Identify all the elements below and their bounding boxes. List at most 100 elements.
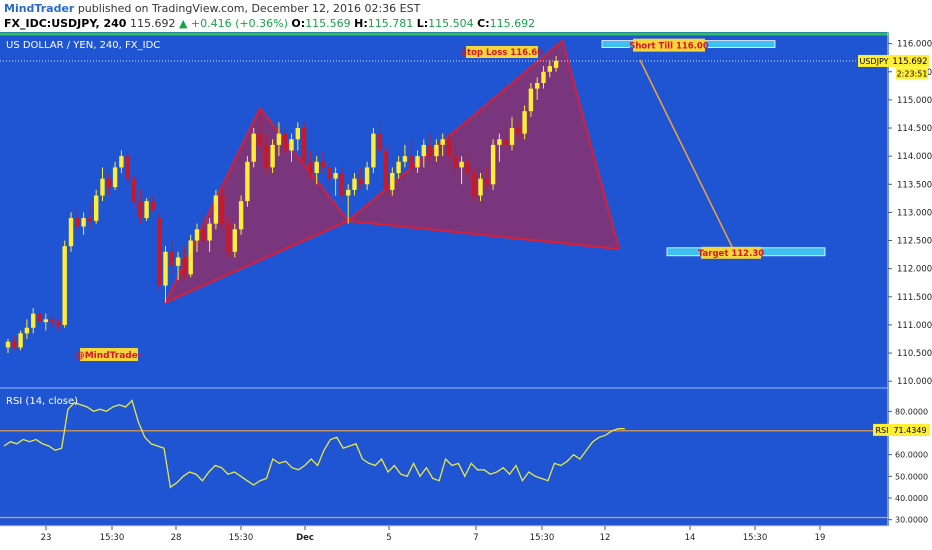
candle [138, 189, 143, 224]
candle-body [12, 341, 17, 348]
candle [37, 310, 42, 328]
candle-body [415, 156, 420, 168]
close-value: 115.692 [489, 17, 536, 30]
candle-body [49, 319, 55, 323]
candle-body [364, 167, 370, 185]
candle-body [100, 178, 105, 196]
candle [201, 212, 206, 247]
candle [314, 156, 319, 185]
candle [18, 330, 23, 351]
candle [327, 161, 332, 190]
candle [308, 150, 313, 179]
author-link[interactable]: MindTrader [4, 2, 75, 15]
price-tick-label: 111.000 [897, 321, 932, 331]
candle [94, 189, 99, 224]
candle-body [509, 128, 515, 145]
candle-body [358, 178, 363, 185]
candle [5, 338, 11, 354]
time-tick-label: 15:30 [743, 533, 768, 543]
rsi-line [3, 399, 625, 489]
trade-annotations: Short Till 116.00 Stop Loss 116.60 Target … [0, 38, 888, 259]
candle-body [43, 319, 48, 323]
candle [31, 308, 36, 334]
price-axis-ticks: 116.000115.500115.000114.500114.000113.5… [858, 40, 932, 387]
time-tick-label: 12 [600, 533, 611, 543]
candle [289, 133, 294, 162]
candle-body [56, 322, 61, 325]
candle-body [308, 161, 313, 174]
candle [465, 156, 471, 179]
candle [371, 128, 376, 174]
candle [232, 223, 237, 258]
candle [56, 319, 61, 331]
candle [131, 175, 137, 207]
rsi-pane-title: RSI (14, close) [6, 396, 78, 407]
candle-body [150, 201, 156, 210]
pattern-leg-xb [165, 219, 349, 304]
harmonic-pattern [163, 39, 621, 305]
candle-body [213, 195, 219, 224]
symbol-info: FX_IDC:USDJPY, 240 115.692 ▲ +0.416 (+0.… [4, 17, 535, 30]
candle [68, 212, 74, 252]
candle [459, 156, 464, 185]
candle [119, 150, 124, 174]
candle-body [283, 133, 288, 151]
candle [251, 128, 256, 168]
candle [453, 144, 458, 174]
price-tick-label: 114.000 [897, 152, 932, 162]
candle-body [207, 223, 212, 241]
time-tick-label: 5 [386, 533, 391, 543]
chart-canvas[interactable]: Short Till 116.00 Stop Loss 116.60 Target … [0, 32, 932, 550]
candle [427, 133, 433, 162]
candle [346, 184, 351, 224]
candle-body [81, 218, 86, 227]
low-label: L: [416, 17, 429, 30]
time-tick-label: 19 [815, 533, 826, 543]
candle-body [346, 189, 351, 196]
candle-body [421, 144, 426, 157]
candle-body [327, 167, 332, 179]
last-price: 115.692 [129, 17, 176, 30]
candle [553, 55, 559, 72]
candle-body [314, 161, 319, 174]
candle [295, 122, 300, 151]
candle-body [68, 218, 74, 247]
candle [352, 173, 357, 196]
candle [535, 77, 540, 100]
candle [547, 60, 552, 78]
price-tick-label: 113.500 [897, 180, 932, 190]
candle [62, 240, 67, 328]
target-label-box [701, 246, 761, 259]
candle-body [522, 111, 527, 134]
candle [516, 122, 521, 140]
time-axis [0, 526, 932, 550]
low-value: 115.504 [428, 17, 474, 30]
candle-body [516, 128, 521, 134]
candle-body [333, 173, 338, 179]
candle [301, 122, 307, 168]
candle-body [490, 144, 496, 185]
candle-body [175, 257, 181, 266]
candle [377, 122, 382, 157]
time-tick-label: 15:30 [229, 533, 254, 543]
candle [144, 198, 149, 221]
time-tick-label: 14 [685, 533, 696, 543]
candle-body [18, 333, 23, 348]
candle [497, 133, 502, 162]
candle [175, 251, 181, 280]
stop-loss-label-box [466, 46, 538, 58]
candle-body [188, 240, 193, 275]
candle [238, 195, 244, 235]
candle-body [453, 156, 458, 168]
symbol-badge-text: USDJPY [860, 57, 889, 66]
candle-body [169, 251, 174, 266]
candle-body [352, 178, 357, 190]
candle-body [371, 133, 376, 168]
symbol-badge [858, 54, 891, 67]
time-tick-label: 15:30 [100, 533, 125, 543]
high-label: H: [354, 17, 368, 30]
rsi-tick-label: 60.0000 [895, 451, 928, 460]
candle [106, 173, 111, 196]
candle-body [31, 313, 36, 328]
candle [112, 161, 118, 190]
